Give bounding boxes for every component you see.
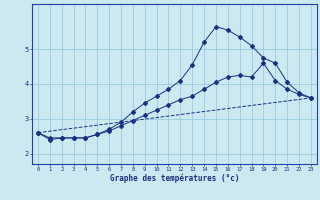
X-axis label: Graphe des températures (°c): Graphe des températures (°c) xyxy=(110,174,239,183)
